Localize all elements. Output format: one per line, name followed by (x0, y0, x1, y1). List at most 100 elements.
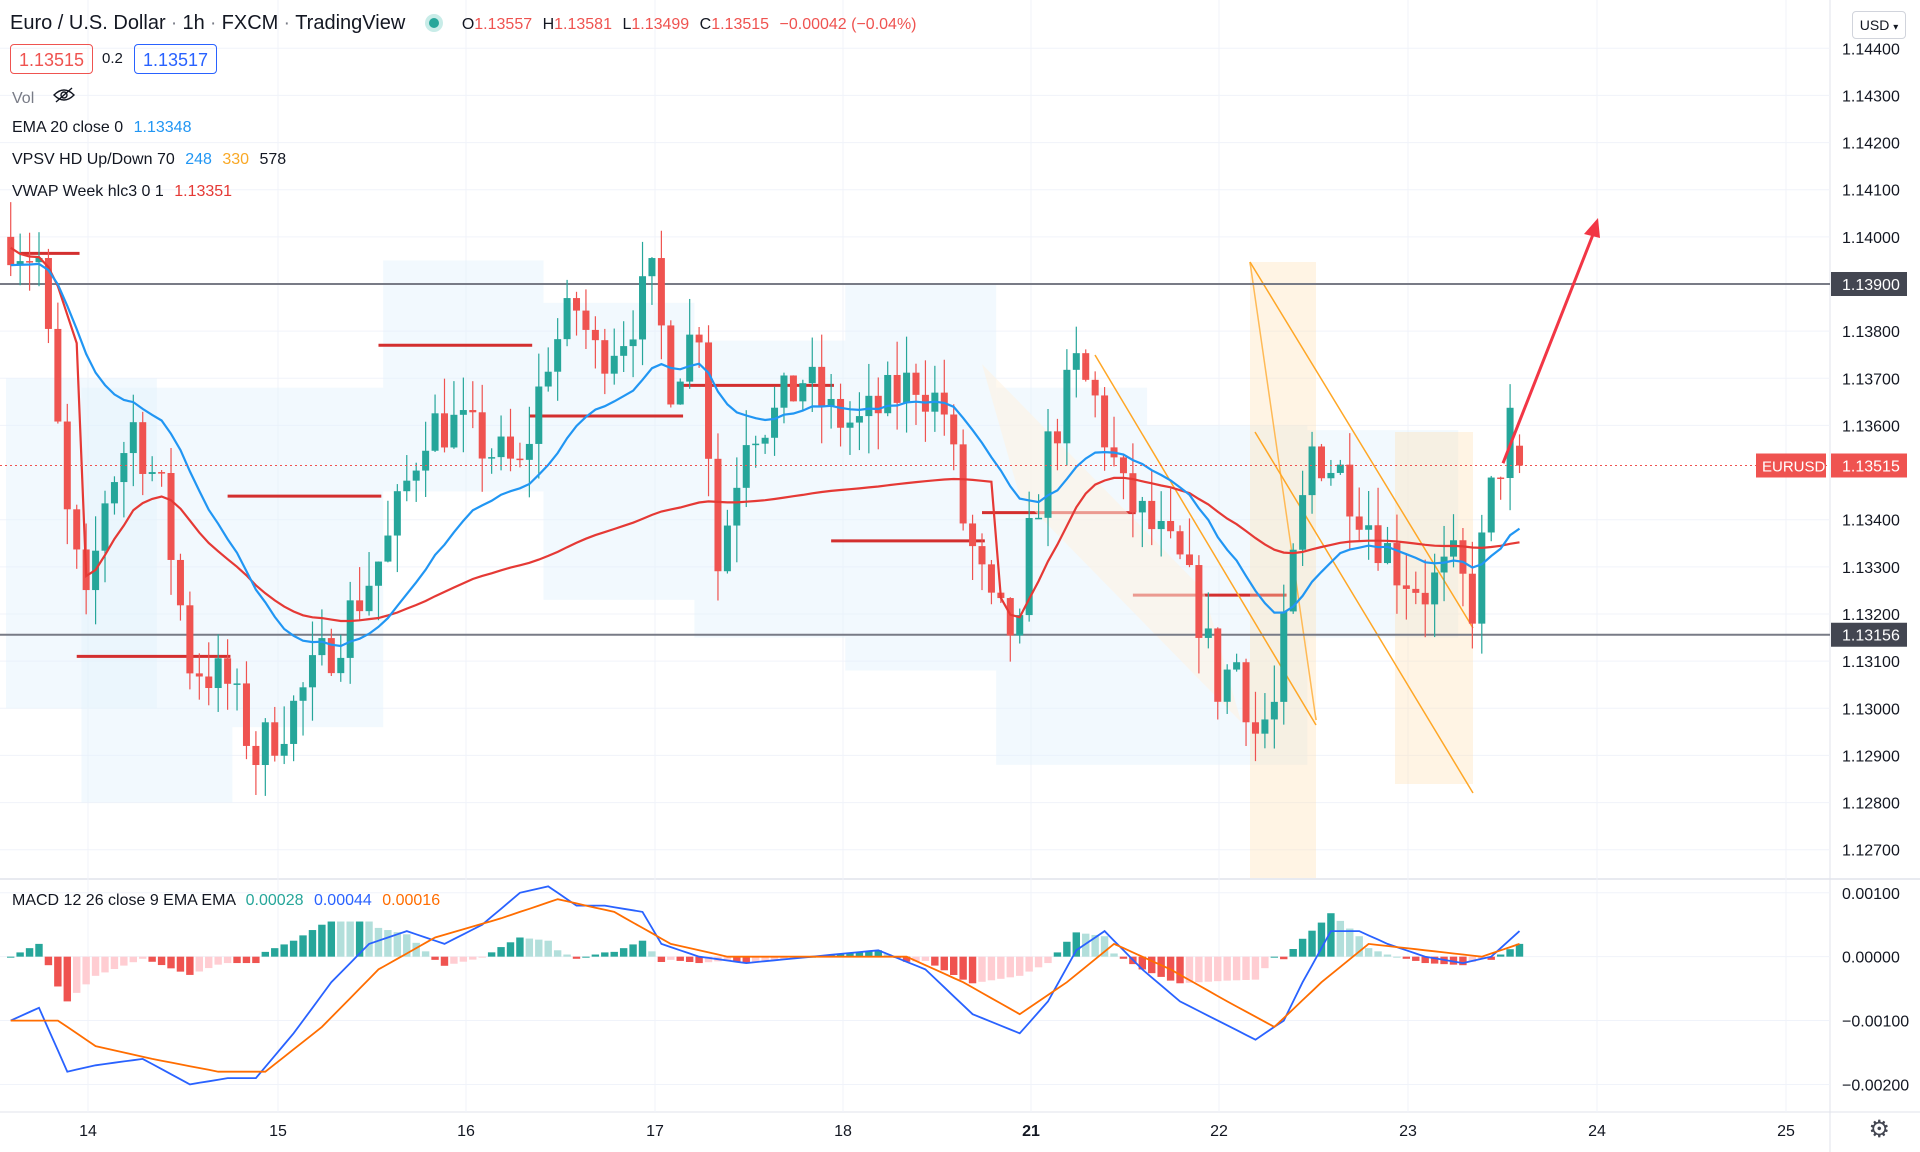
interval-label[interactable]: 1h (182, 12, 205, 34)
macd-histogram-bar (1242, 956, 1250, 980)
candle-body (1063, 369, 1071, 444)
macd-histogram-bar (478, 956, 486, 958)
macd-legend[interactable]: MACD 12 26 close 9 EMA EMA 0.00028 0.000… (12, 892, 440, 910)
candle-body (1195, 565, 1203, 638)
candle-body (1450, 540, 1458, 557)
macd-histogram-bar (167, 956, 175, 969)
vol-legend[interactable]: Vol (12, 87, 75, 108)
macd-histogram-bar (110, 956, 119, 970)
macd-histogram-bar (355, 921, 364, 957)
vwap-legend[interactable]: VWAP Week hlc3 0 1 1.13351 (12, 183, 232, 201)
currency-button[interactable]: USD ▾ (1852, 11, 1906, 39)
macd-histogram-bar (591, 954, 600, 957)
candle-body (374, 561, 382, 586)
candle-body (1402, 585, 1410, 589)
macd-histogram-bar (176, 956, 185, 972)
price-tick-label: 1.14200 (1842, 136, 1900, 153)
macd-histogram-bar (1355, 936, 1363, 957)
chevron-down-icon: ▾ (1893, 22, 1899, 33)
time-tick-label: 14 (79, 1123, 97, 1140)
candle-body (346, 600, 354, 658)
vpsv-legend[interactable]: VPSV HD Up/Down 70 248 330 578 (12, 151, 286, 169)
macd-histogram-bar (1091, 934, 1099, 957)
candle-body (1412, 588, 1420, 593)
channel-line (1094, 354, 1317, 726)
candle-body (695, 334, 703, 343)
candle-body (799, 383, 807, 402)
macd-histogram-bar (384, 930, 392, 957)
ema-legend[interactable]: EMA 20 close 0 1.13348 (12, 119, 191, 137)
macd-histogram-bar (252, 956, 260, 964)
open-value: 1.13557 (474, 16, 533, 33)
candle-body (308, 655, 316, 688)
macd-histogram-bar (912, 956, 920, 962)
time-tick-label: 17 (646, 1123, 664, 1140)
candle-body (7, 236, 15, 266)
macd-histogram-bar (431, 956, 439, 960)
macd-histogram-bar (921, 956, 930, 961)
candle-body (73, 509, 81, 550)
high-label: H (542, 16, 555, 33)
macd-histogram-bar (1478, 956, 1486, 959)
vol-label: Vol (12, 90, 35, 107)
candle-body (950, 414, 958, 445)
projection-arrow-line (1501, 231, 1596, 464)
candle-body (1459, 540, 1467, 574)
candle-body (478, 412, 486, 459)
macd-histogram-bar (1063, 941, 1071, 957)
vpsv-down-value: 330 (222, 151, 250, 168)
candle-body (101, 503, 109, 551)
macd-histogram-bar (1232, 956, 1241, 981)
buy-price-button[interactable]: 1.13517 (134, 44, 218, 74)
macd-histogram-bar (676, 956, 684, 961)
candle-body (818, 366, 826, 408)
macd-histogram-bar (1157, 956, 1165, 977)
candle-body (789, 375, 797, 402)
macd-histogram-bar (582, 956, 590, 958)
macd-histogram-bar (120, 956, 128, 966)
candle-body (714, 458, 722, 572)
macd-histogram-bar (1280, 956, 1288, 960)
macd-histogram-bar (346, 921, 354, 957)
candle-body (497, 436, 505, 458)
candle-body (1336, 464, 1344, 473)
time-tick-label: 24 (1588, 1123, 1606, 1140)
candle-body (224, 658, 232, 684)
macd-histogram-bar (44, 956, 53, 966)
candle-body (903, 372, 911, 403)
candle-body (1035, 517, 1043, 520)
macd-histogram-bar (516, 937, 524, 957)
macd-histogram-bar (1459, 956, 1467, 966)
candle-body (1261, 719, 1269, 734)
candle-body (837, 398, 845, 428)
candle-body (610, 355, 618, 374)
gear-icon[interactable]: ⚙ (1868, 1116, 1890, 1143)
macd-histogram-bar (1176, 956, 1184, 984)
candle-body (327, 638, 335, 674)
candle-body (1431, 572, 1439, 605)
eye-off-icon[interactable] (52, 87, 75, 107)
candle-body (855, 416, 863, 423)
macd-histogram-bar (1468, 956, 1477, 962)
macd-histogram-bar (629, 944, 637, 957)
macd-histogram-bar (214, 956, 222, 965)
candle-body (16, 261, 24, 266)
candle-body (233, 683, 241, 685)
sell-price-button[interactable]: 1.13515 (10, 44, 94, 74)
macd-histogram-bar (751, 956, 760, 963)
macd-histogram-bar (289, 940, 298, 957)
candle-body (516, 458, 524, 461)
macd-tick-label: 0.00100 (1842, 886, 1900, 903)
candle-body (195, 673, 203, 677)
macd-line-value: 0.00044 (313, 892, 372, 909)
symbol-title[interactable]: Euro / U.S. Dollar (10, 12, 166, 34)
candle-body (667, 325, 675, 405)
price-tick-label: 1.14000 (1842, 230, 1900, 247)
candle-body (912, 372, 920, 395)
price-tick-label: 1.13400 (1842, 513, 1900, 530)
low-label: L (622, 16, 632, 33)
candle-body (242, 683, 250, 746)
macd-histogram-bar (619, 948, 628, 957)
candle-body (969, 523, 977, 547)
